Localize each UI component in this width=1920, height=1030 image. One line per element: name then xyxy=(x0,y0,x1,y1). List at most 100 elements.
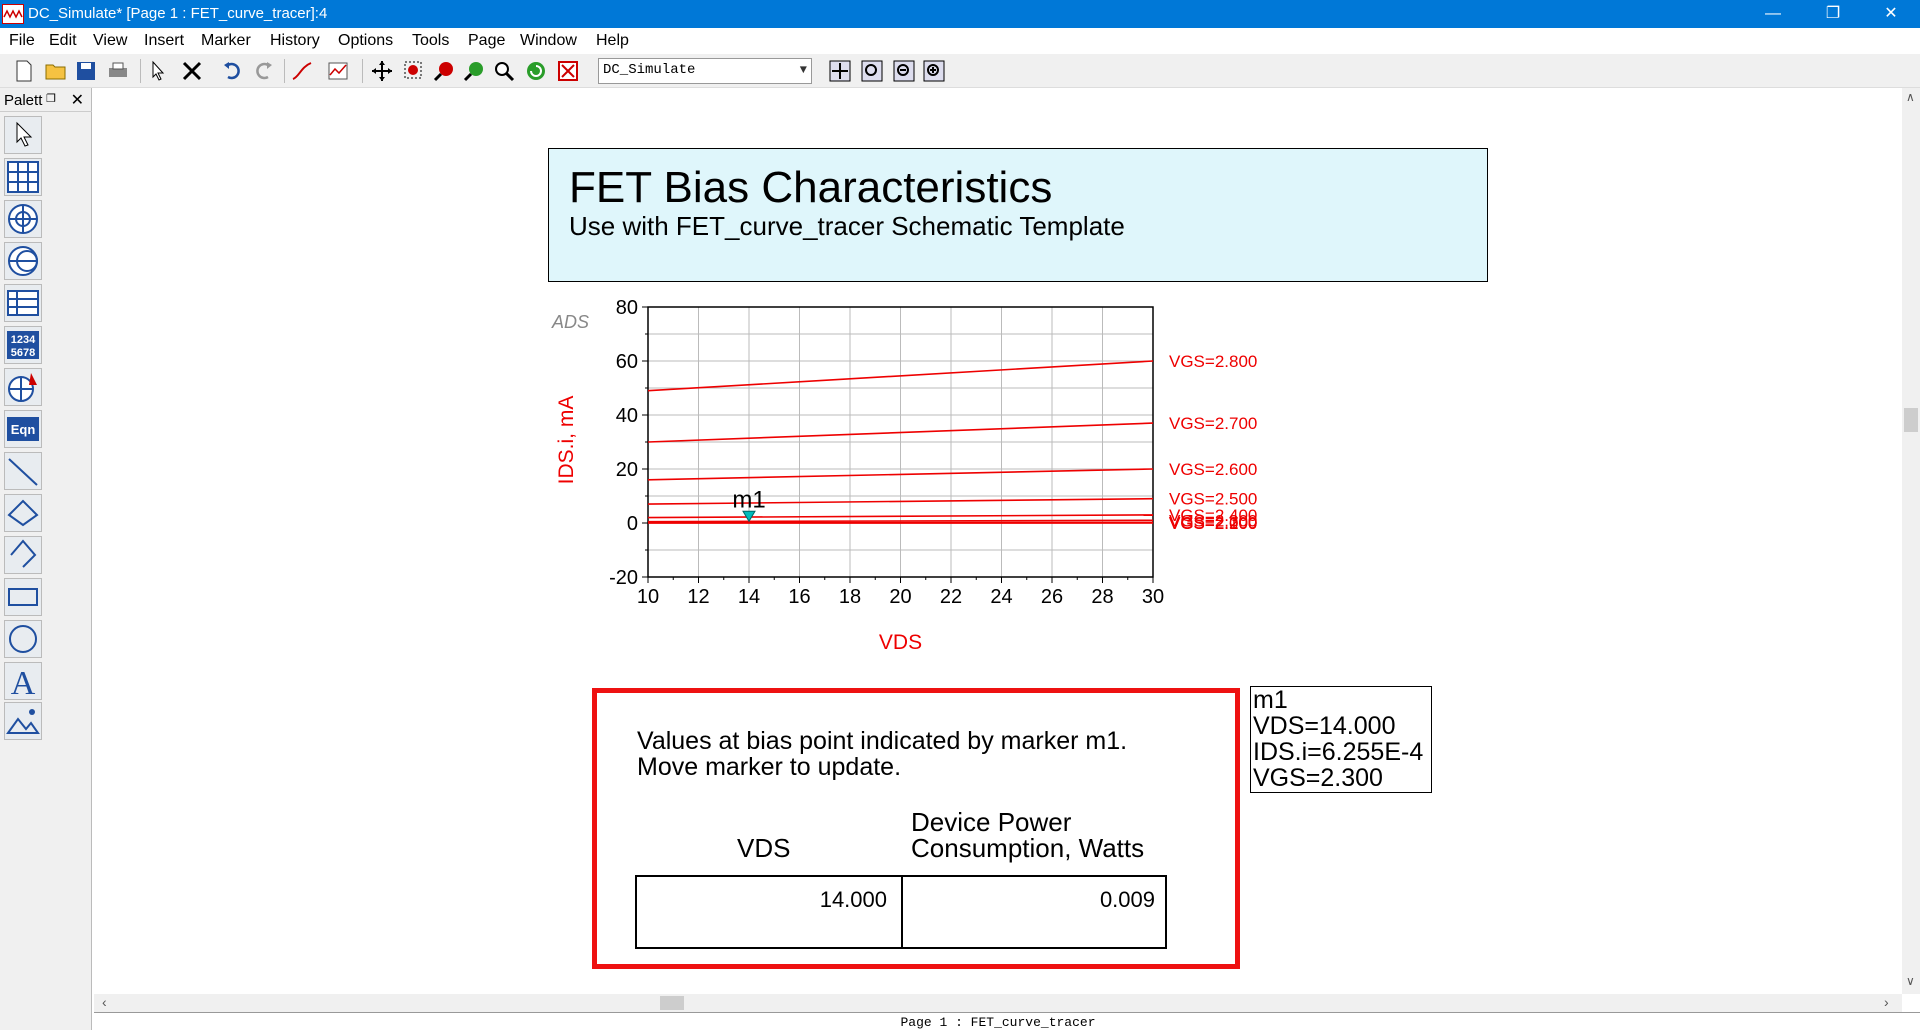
page-subtitle: Use with FET_curve_tracer Schematic Temp… xyxy=(569,211,1125,241)
marker-readout-vgs: VGS=2.300 xyxy=(1253,764,1383,792)
pan-icon[interactable] xyxy=(370,59,394,83)
scroll-down-icon[interactable]: ∨ xyxy=(1906,974,1915,988)
scroll-right-icon[interactable]: › xyxy=(1884,994,1889,1010)
menu-marker[interactable]: Marker xyxy=(201,32,251,49)
horizontal-scroll-thumb[interactable] xyxy=(660,996,684,1010)
ads-logo: ADS xyxy=(552,312,590,332)
circle-icon[interactable] xyxy=(4,620,42,658)
series-line xyxy=(647,468,1154,481)
y-tick-label: 60 xyxy=(616,351,638,373)
line-icon[interactable] xyxy=(4,452,42,490)
horizontal-scrollbar[interactable]: ‹ › xyxy=(94,994,1902,1012)
text-icon[interactable]: A xyxy=(4,662,42,702)
menu-window[interactable]: Window xyxy=(520,32,577,49)
zoom-in-icon[interactable] xyxy=(432,59,456,83)
page-title: FET Bias Characteristics xyxy=(569,163,1053,212)
zoom-area-icon[interactable] xyxy=(402,59,426,83)
pointer-icon[interactable] xyxy=(4,116,42,154)
power-column-header-2: Consumption, Watts xyxy=(911,833,1145,863)
equation-icon[interactable]: Eqn xyxy=(4,410,42,448)
title-bar: DC_Simulate* [Page 1 : FET_curve_tracer]… xyxy=(0,0,1920,28)
palette-panel: Palett ❐ ✕ 1234 5678 Eqn A xyxy=(0,88,92,1030)
series-label: VGS=2.700 xyxy=(1169,414,1257,433)
polyline-icon[interactable] xyxy=(4,494,42,532)
polygon-icon[interactable] xyxy=(4,536,42,574)
print-icon[interactable] xyxy=(106,59,130,83)
vertical-scrollbar[interactable]: ∧ ∨ xyxy=(1902,88,1920,994)
chevron-down-icon[interactable]: ▼ xyxy=(799,63,807,77)
zoom-icon[interactable] xyxy=(492,59,516,83)
menu-file[interactable]: File xyxy=(9,32,35,49)
image-icon[interactable] xyxy=(4,702,42,740)
stop-icon[interactable] xyxy=(556,59,580,83)
vds-value: 14.000 xyxy=(819,887,887,912)
marker-readout-ids: IDS.i=6.255E-4 xyxy=(1253,738,1424,766)
restore-button[interactable]: ❐ xyxy=(1825,5,1841,22)
marker-readout[interactable]: m1 VDS=14.000 IDS.i=6.255E-4 VGS=2.300 xyxy=(1250,686,1432,793)
palette-close-icon[interactable]: ✕ xyxy=(70,92,84,109)
trace-icon[interactable] xyxy=(290,59,314,83)
status-text: Page 1 : FET_curve_tracer xyxy=(900,1015,1096,1030)
view-all-icon[interactable] xyxy=(828,59,852,83)
marker-m1-label: m1 xyxy=(732,486,765,513)
undo-icon[interactable] xyxy=(220,59,244,83)
title-box[interactable]: FET Bias Characteristics Use with FET_cu… xyxy=(548,148,1488,282)
palette-title: Palett xyxy=(4,92,43,109)
zoom-out-icon[interactable] xyxy=(462,59,486,83)
smith-chart-icon[interactable] xyxy=(4,242,42,280)
scroll-left-icon[interactable]: ‹ xyxy=(102,994,107,1010)
y-tick-label: 40 xyxy=(616,405,638,427)
series-label: VGS=2.600 xyxy=(1169,460,1257,479)
menu-insert[interactable]: Insert xyxy=(144,32,185,49)
zoom-prev-icon[interactable] xyxy=(892,59,916,83)
marker-readout-name: m1 xyxy=(1253,686,1288,714)
close-button[interactable]: ✕ xyxy=(1884,5,1898,22)
y-tick-label: 20 xyxy=(616,459,638,481)
menu-tools[interactable]: Tools xyxy=(412,32,450,49)
series-line xyxy=(647,360,1154,392)
menu-page[interactable]: Page xyxy=(468,32,506,49)
scroll-up-icon[interactable]: ∧ xyxy=(1906,90,1915,104)
list-icon[interactable] xyxy=(4,284,42,322)
plot-icon[interactable] xyxy=(326,59,350,83)
fet-bias-chart[interactable]: 10 12 14 16 18 20 22 24 26 28 30 -20 0 20 40 60 80 VDS IDS… xyxy=(540,290,1300,670)
numbers-label-2: 5678 xyxy=(11,347,35,359)
status-bar: Page 1 : FET_curve_tracer xyxy=(94,1012,1920,1030)
delete-icon[interactable] xyxy=(180,59,204,83)
dock-icon[interactable]: ❐ xyxy=(46,93,56,105)
menu-help[interactable]: Help xyxy=(596,32,629,49)
zoom-next-icon[interactable] xyxy=(922,59,946,83)
power-column-header-1: Device Power xyxy=(911,807,1072,837)
menu-history[interactable]: History xyxy=(270,32,320,49)
y-axis-label: IDS.i, mA xyxy=(555,396,578,485)
stack-icon[interactable]: 1234 5678 xyxy=(4,326,42,364)
open-icon[interactable] xyxy=(44,59,68,83)
x-tick-label: 10 xyxy=(637,586,659,608)
palette-header: Palett ❐ ✕ xyxy=(0,88,92,112)
rectangle-icon[interactable] xyxy=(4,578,42,616)
select-icon[interactable] xyxy=(146,59,170,83)
menu-options[interactable]: Options xyxy=(338,32,394,49)
redo-icon[interactable] xyxy=(252,59,276,83)
rectangular-plot-icon[interactable] xyxy=(4,158,42,196)
menu-bar: File Edit View Insert Marker History Opt… xyxy=(0,28,1920,54)
minimize-button[interactable]: — xyxy=(1765,5,1781,22)
antenna-plot-icon[interactable] xyxy=(4,368,42,406)
menu-edit[interactable]: Edit xyxy=(49,32,77,49)
text-label: A xyxy=(11,665,36,699)
new-icon[interactable] xyxy=(12,59,36,83)
series-label: VGS=2.300 xyxy=(1169,511,1257,530)
zoom-fit-icon[interactable] xyxy=(860,59,884,83)
series-label: VGS=2.200 xyxy=(1169,513,1257,532)
refresh-icon[interactable] xyxy=(524,59,548,83)
page-select[interactable]: DC_Simulate ▼ xyxy=(598,58,812,84)
table-divider xyxy=(901,877,903,947)
menu-view[interactable]: View xyxy=(93,32,128,49)
save-icon[interactable] xyxy=(74,59,98,83)
series-label: VGS=2.500 xyxy=(1169,490,1257,509)
bias-info-box[interactable]: Values at bias point indicated by marker… xyxy=(592,688,1240,969)
x-axis-label: VDS xyxy=(879,631,922,654)
vertical-scroll-thumb[interactable] xyxy=(1904,408,1918,432)
x-tick-label: 24 xyxy=(990,586,1012,608)
polar-plot-icon[interactable] xyxy=(4,200,42,238)
